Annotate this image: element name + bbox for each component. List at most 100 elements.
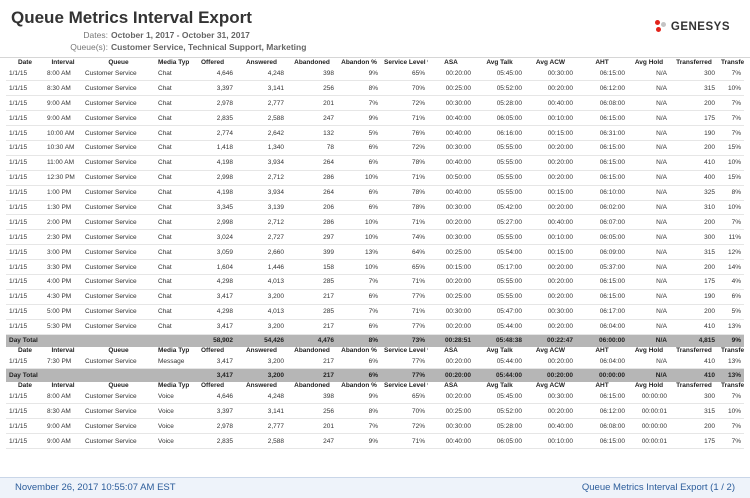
cell-answered: 4,013 <box>267 278 284 286</box>
column-header-avg-hold: Avg Hold <box>634 381 664 389</box>
cell-avg-talk: 05:55:00 <box>496 293 522 301</box>
cell-media-type: Voice <box>158 437 174 445</box>
cell-asa: 00:20:00 <box>445 278 471 286</box>
cell-date: 1/1/15 <box>9 69 28 77</box>
cell-queue: Customer Service <box>85 233 137 241</box>
report-title: Queue Metrics Interval Export <box>11 8 252 27</box>
cell-transfer-pct: 5% <box>731 308 741 316</box>
cell-answered: 2,588 <box>267 437 284 445</box>
cell-avg-talk: 05:44:00 <box>496 357 522 365</box>
table-row: 1/1/15 1:00 PM Customer Service Chat 4,198 3,… <box>6 185 744 201</box>
cell-abandon-pct: 13% <box>364 248 378 256</box>
cell-date: 1/1/15 <box>9 233 28 241</box>
genesys-logo-icon <box>654 20 668 33</box>
column-header-queue: Queue <box>108 381 129 389</box>
page-footer: November 26, 2017 10:55:07 AM EST Queue … <box>0 477 750 498</box>
cell-avg-hold: N/A <box>656 203 667 211</box>
cell-avg-hold: N/A <box>656 263 667 271</box>
cell-avg-acw: 00:40:00 <box>547 99 573 107</box>
total-avg-acw: 00:22:47 <box>546 337 573 345</box>
table-row: 1/1/15 8:00 AM Customer Service Chat 4,646 4,… <box>6 66 744 81</box>
total-answered: 54,426 <box>264 337 284 345</box>
cell-date: 1/1/15 <box>9 308 28 316</box>
cell-aht: 06:05:00 <box>599 233 625 241</box>
column-header-avg-hold: Avg Hold <box>634 59 664 66</box>
cell-service-level: 71% <box>411 278 425 286</box>
cell-transfer-pct: 7% <box>731 114 741 122</box>
cell-abandon-pct: 6% <box>368 189 378 197</box>
cell-media-type: Chat <box>158 248 172 256</box>
total-asa: 00:28:51 <box>444 337 471 345</box>
cell-offered: 3,059 <box>216 248 233 256</box>
cell-date: 1/1/15 <box>9 114 28 122</box>
cell-abandon-pct: 9% <box>368 114 378 122</box>
cell-avg-acw: 00:30:00 <box>547 69 573 77</box>
cell-service-level: 71% <box>411 218 425 226</box>
cell-avg-hold: N/A <box>656 69 667 77</box>
column-header-offered: Offered <box>200 59 225 66</box>
column-header-asa: ASA <box>444 59 458 66</box>
cell-interval: 9:00 AM <box>47 99 71 107</box>
cell-avg-acw: 00:10:00 <box>547 114 573 122</box>
cell-offered: 2,774 <box>216 129 233 137</box>
cell-date: 1/1/15 <box>9 357 28 365</box>
cell-avg-hold: N/A <box>656 84 667 92</box>
column-header-interval: Interval <box>51 59 75 66</box>
cell-queue: Customer Service <box>85 174 137 182</box>
cell-interval: 2:30 PM <box>47 233 72 241</box>
cell-abandon-pct: 7% <box>368 99 378 107</box>
cell-abandoned: 264 <box>323 189 334 197</box>
cell-date: 1/1/15 <box>9 323 28 331</box>
cell-avg-acw: 00:30:00 <box>547 308 573 316</box>
cell-queue: Customer Service <box>85 263 137 271</box>
cell-offered: 1,418 <box>216 144 233 152</box>
cell-interval: 9:00 AM <box>47 437 71 445</box>
cell-abandon-pct: 7% <box>368 308 378 316</box>
queues-label: Queue(s): <box>70 42 108 52</box>
total-service-level: 77% <box>411 372 425 380</box>
total-service-level: 73% <box>411 337 425 345</box>
cell-abandoned: 217 <box>323 323 334 331</box>
cell-queue: Customer Service <box>85 323 137 331</box>
cell-avg-acw: 00:20:00 <box>547 293 573 301</box>
total-abandon-pct: 6% <box>368 372 378 380</box>
column-header-service-level: Service Level % <box>384 347 428 355</box>
cell-offered: 1,604 <box>216 263 233 271</box>
cell-asa: 00:40:00 <box>445 437 471 445</box>
cell-interval: 2:00 PM <box>47 218 72 226</box>
cell-asa: 00:30:00 <box>445 203 471 211</box>
cell-queue: Customer Service <box>85 218 137 226</box>
cell-aht: 06:31:00 <box>599 129 625 137</box>
cell-offered: 4,646 <box>216 392 233 400</box>
cell-abandoned: 285 <box>323 308 334 316</box>
total-interval <box>44 334 82 347</box>
cell-avg-acw: 00:20:00 <box>547 174 573 182</box>
column-header-interval: Interval <box>51 381 75 389</box>
cell-avg-acw: 00:15:00 <box>547 129 573 137</box>
cell-abandon-pct: 10% <box>364 263 378 271</box>
cell-avg-talk: 05:55:00 <box>496 144 522 152</box>
cell-asa: 00:40:00 <box>445 189 471 197</box>
cell-transferred: 200 <box>704 99 715 107</box>
cell-service-level: 65% <box>411 69 425 77</box>
cell-media-type: Chat <box>158 114 172 122</box>
cell-service-level: 65% <box>411 392 425 400</box>
cell-abandoned: 398 <box>323 392 334 400</box>
cell-answered: 2,642 <box>267 129 284 137</box>
cell-queue: Customer Service <box>85 69 137 77</box>
cell-transferred: 175 <box>704 114 715 122</box>
table-row: 1/1/15 8:00 AM Customer Service Voice 4,646 4… <box>6 389 744 404</box>
cell-avg-talk: 05:55:00 <box>496 174 522 182</box>
cell-asa: 00:20:00 <box>445 357 471 365</box>
cell-offered: 2,835 <box>216 437 233 445</box>
cell-media-type: Chat <box>158 174 172 182</box>
cell-media-type: Chat <box>158 203 172 211</box>
cell-answered: 3,200 <box>267 323 284 331</box>
total-media-type <box>155 334 189 347</box>
cell-asa: 00:30:00 <box>445 308 471 316</box>
table-row: 1/1/15 4:00 PM Customer Service Chat 4,298 4,… <box>6 274 744 290</box>
column-header-date: Date <box>17 381 33 389</box>
column-header-queue: Queue <box>108 59 129 66</box>
cell-avg-talk: 05:47:00 <box>496 308 522 316</box>
column-header-avg-acw: Avg ACW <box>535 381 566 389</box>
